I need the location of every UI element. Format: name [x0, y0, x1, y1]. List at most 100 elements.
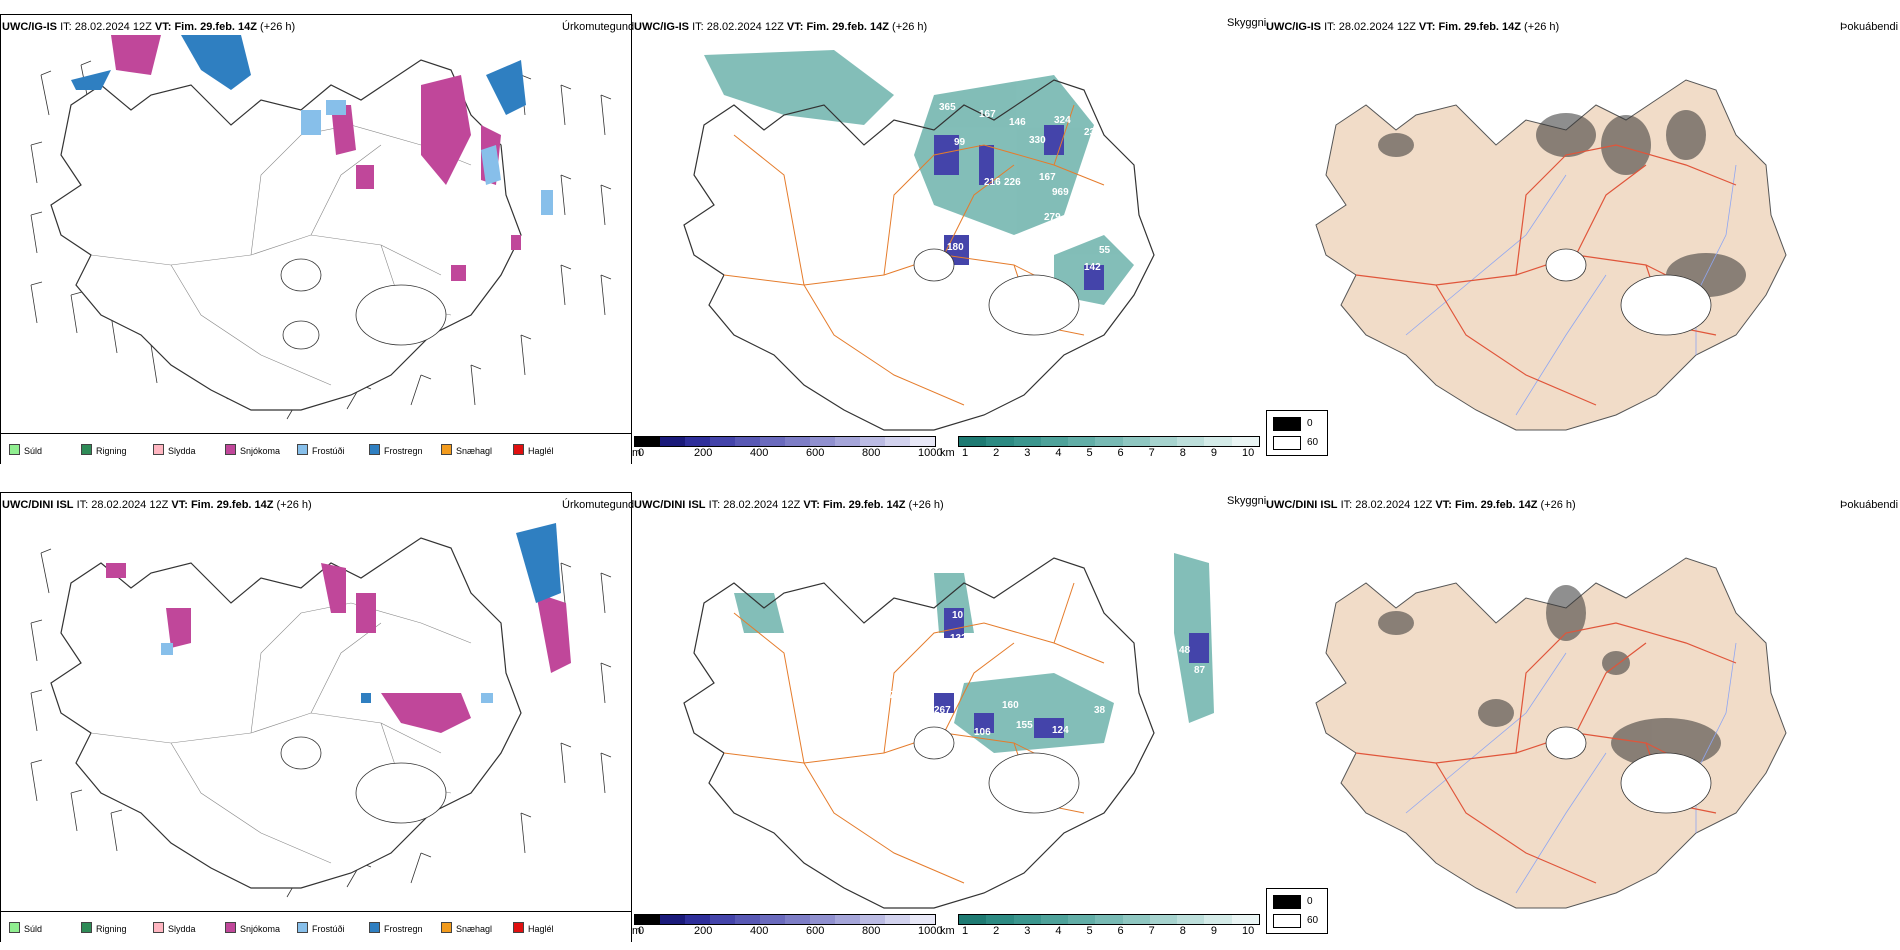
- vis-value: 167: [1039, 172, 1056, 183]
- vt-value: Fim. 29.feb. 14Z: [1454, 499, 1538, 511]
- vt-label: VT:: [1435, 499, 1452, 511]
- colorbar-segment: [635, 437, 660, 446]
- vis-value: 10: [952, 610, 964, 621]
- legend-swatch: [513, 922, 524, 933]
- precip-type-panel: Súld Rigning Slydda Snjókoma Frostúði Frostre…: [0, 492, 632, 942]
- legend-item: Haglél: [513, 922, 554, 934]
- roads-orange: [723, 582, 1105, 884]
- legend-label: Slydda: [168, 446, 196, 456]
- lead-time: (+26 h): [908, 499, 944, 511]
- legend-item: Snæhagl: [441, 444, 492, 456]
- row-1: Súld Rigning Slydda Snjókoma Frostúði Frostre…: [0, 0, 1900, 470]
- colorbar-segment: [1095, 915, 1123, 924]
- vis-value: 160: [1002, 700, 1019, 711]
- vis-value: 132: [950, 633, 967, 644]
- colorbar-tick: 0: [638, 925, 645, 937]
- lead-time: (+26 h): [892, 21, 928, 33]
- vis-value: 237: [1084, 127, 1101, 138]
- header-r2-precip: UWC/DINI ISL IT: 28.02.2024 12Z VT: Fim.…: [2, 499, 312, 511]
- vis-value: 180: [947, 242, 964, 253]
- visibility-map: 10 158 132 172 61 106 160 155 124 38 267…: [683, 553, 1214, 909]
- fog-scale-black: [1273, 895, 1301, 909]
- fog-panel: [1266, 35, 1886, 435]
- lead-time: (+26 h): [276, 499, 312, 511]
- colorbar-segment: [1013, 437, 1041, 446]
- legend-label: Haglél: [528, 446, 554, 456]
- legend-label: Snjókoma: [240, 924, 281, 934]
- it-value: 28.02.2024 12Z: [91, 499, 169, 511]
- colorbar-tick: 10: [1242, 447, 1255, 459]
- fog-scale-label: 60: [1307, 437, 1319, 448]
- vis-value: 216: [984, 177, 1001, 188]
- vis-value: 330: [1029, 135, 1046, 146]
- colorbar-segment: [1177, 437, 1205, 446]
- frzrain-areas: [161, 523, 561, 703]
- vis-value: 38: [1094, 705, 1106, 716]
- vis-value: 324: [1054, 115, 1071, 126]
- colorbar-segment: [685, 915, 710, 924]
- vt-value: Fim. 29.feb. 14Z: [806, 21, 889, 33]
- colorbar-tick: 400: [750, 447, 769, 459]
- colorbar-segment: [885, 437, 910, 446]
- colorbar-segment: [1204, 915, 1232, 924]
- vis-value: 61: [746, 645, 758, 656]
- colorbar-segment: [1149, 915, 1178, 924]
- legend-label: Rigning: [96, 924, 127, 934]
- fog-scale-white: [1273, 436, 1301, 450]
- precip-panel-title: Úrkomutegund: [562, 21, 635, 33]
- vis-value: 279: [1044, 212, 1061, 223]
- it-value: 28.02.2024 12Z: [1338, 21, 1416, 33]
- header-r1-fog: UWC/IG-IS IT: 28.02.2024 12Z VT: Fim. 29…: [1266, 21, 1559, 33]
- lead-time: (+26 h): [1524, 21, 1560, 33]
- legend-label: Frostregn: [384, 924, 423, 934]
- header-r1-vis: UWC/IG-IS IT: 28.02.2024 12Z VT: Fim. 29…: [634, 21, 927, 33]
- colorbar-segment: [835, 915, 860, 924]
- colorbar-tick: 600: [806, 925, 825, 937]
- fog-panel-title: Þokuábendi: [1840, 499, 1899, 511]
- vis-value: 146: [1009, 117, 1026, 128]
- precip-legend: Súld Rigning Slydda Snjókoma Frostúði Frostre…: [1, 433, 631, 464]
- colorbar-segment: [785, 437, 810, 446]
- colorbar-tick: 6: [1117, 925, 1124, 937]
- precip-map: [30, 523, 612, 898]
- vis-panel-title: Skyggni: [1227, 17, 1267, 29]
- colorbar-tick: 800: [862, 447, 881, 459]
- legend-item: Slydda: [153, 444, 196, 456]
- colorbar-segment: [1231, 915, 1259, 924]
- legend-swatch: [441, 444, 452, 455]
- fog-shading: [1378, 110, 1746, 297]
- fog-panel-title: Þokuábendi: [1840, 21, 1899, 33]
- vis-value: 193: [1104, 157, 1121, 168]
- fog-scale-black: [1273, 417, 1301, 431]
- colorbar-tick: 200: [694, 925, 713, 937]
- precip-panel-title: Úrkomutegund: [562, 499, 635, 511]
- colorbar-segment: [885, 915, 910, 924]
- vis-panel-title: Skyggni: [1227, 495, 1267, 507]
- legend-swatch: [225, 922, 236, 933]
- vt-label: VT:: [154, 21, 172, 33]
- colorbar-segment: [1177, 915, 1205, 924]
- legend-item: Rigning: [81, 922, 127, 934]
- ceiling-colorbar: [634, 914, 936, 925]
- colorbar-segment: [1040, 437, 1069, 446]
- model-name: UWC/IG-IS: [1266, 21, 1321, 33]
- legend-label: Súld: [24, 924, 43, 934]
- colorbar-segment: [835, 437, 860, 446]
- colorbar-tick: 8: [1179, 447, 1186, 459]
- glaciers: [913, 248, 1080, 336]
- model-name: UWC/IG-IS: [2, 21, 57, 33]
- colorbar-segment: [1013, 915, 1041, 924]
- fog-map: [1315, 79, 1787, 431]
- lead-time: (+26 h): [1540, 499, 1576, 511]
- it-label: IT:: [76, 499, 89, 511]
- colorbar-tick: 1: [962, 447, 969, 459]
- colorbar-tick: 2: [993, 925, 1000, 937]
- legend-label: Haglél: [528, 924, 554, 934]
- visibility-colorbar: [958, 914, 1260, 925]
- it-label: IT:: [708, 499, 721, 511]
- colorbar-segment: [785, 915, 810, 924]
- glaciers: [1545, 726, 1712, 814]
- vis-value: 267: [934, 705, 951, 716]
- legend-item: Haglél: [513, 444, 554, 456]
- colorbar-segment: [1068, 437, 1096, 446]
